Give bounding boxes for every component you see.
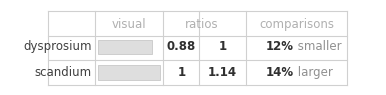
Text: 12%: 12% — [266, 40, 294, 53]
Bar — [98, 65, 160, 80]
Text: scandium: scandium — [34, 66, 91, 79]
Text: 1: 1 — [218, 40, 227, 53]
Text: visual: visual — [112, 18, 146, 31]
Text: ratios: ratios — [185, 18, 219, 31]
Bar — [98, 40, 152, 54]
Text: 1.14: 1.14 — [208, 66, 237, 79]
Text: dysprosium: dysprosium — [23, 40, 91, 53]
Text: larger: larger — [294, 66, 332, 79]
Text: smaller: smaller — [294, 40, 341, 53]
Text: 0.88: 0.88 — [167, 40, 196, 53]
Text: 1: 1 — [177, 66, 185, 79]
Text: comparisons: comparisons — [259, 18, 334, 31]
Text: 14%: 14% — [266, 66, 294, 79]
